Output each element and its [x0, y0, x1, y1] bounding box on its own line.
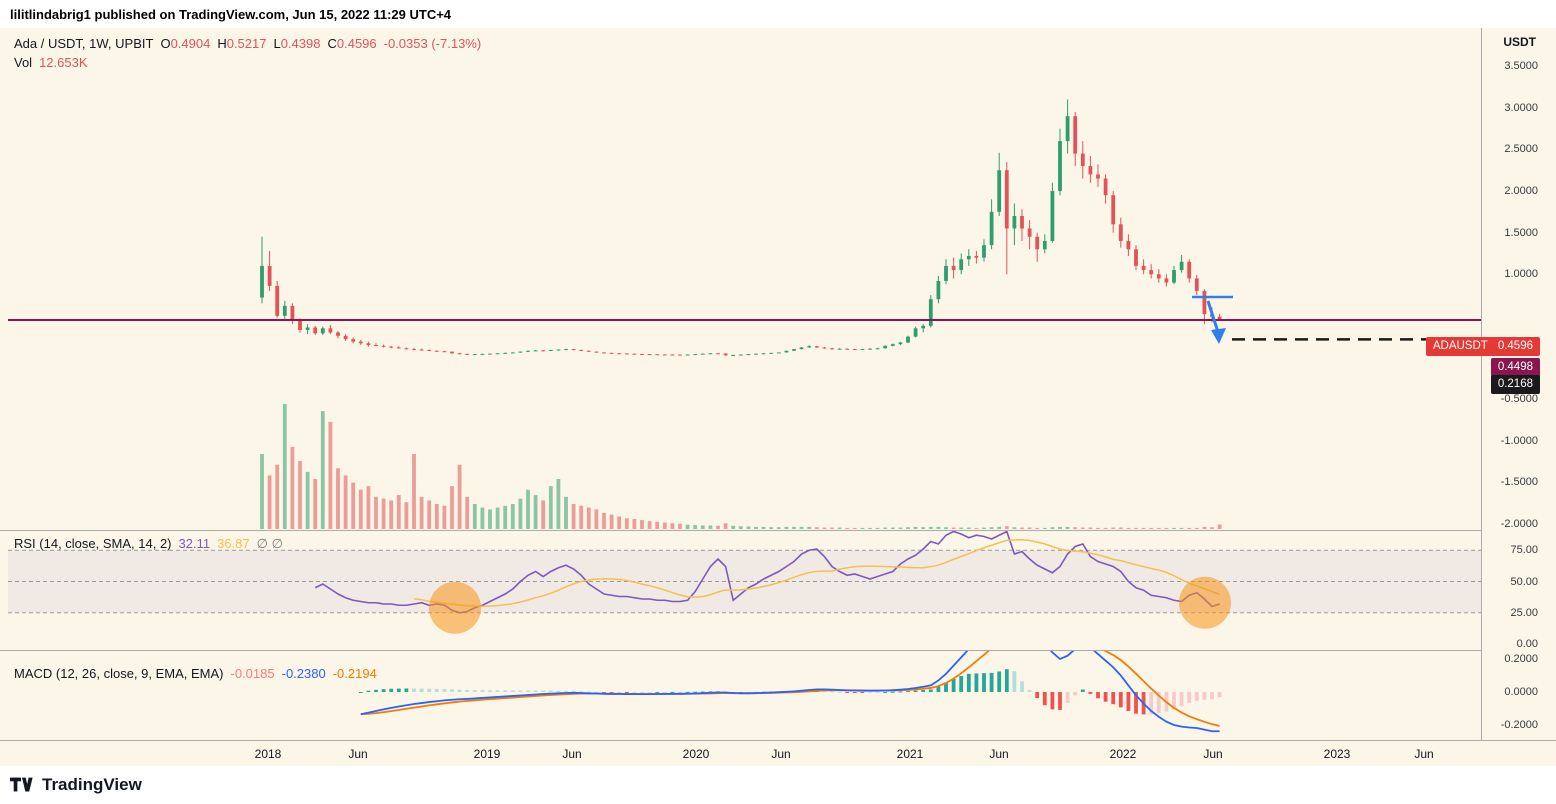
macd-axis-label: 0.2000 — [1504, 653, 1538, 665]
rsi-empty-set-icon: ∅ ∅ — [256, 536, 283, 551]
time-axis-label: Jun — [1203, 747, 1223, 761]
price-axis[interactable]: USDT 3.5000 3.0000 2.5000 2.0000 1.5000 1.000… — [1481, 28, 1556, 740]
price-axis-label: -2.0000 — [1500, 517, 1538, 530]
ohlc-high: H0.5217 — [217, 36, 267, 51]
price-axis-label: -1.5000 — [1500, 476, 1538, 489]
chart-area[interactable]: Ada / USDT, 1W, UPBIT O0.4904 H0.5217 L0… — [0, 28, 1556, 766]
macd-line-value: -0.2380 — [281, 666, 326, 681]
rsi-title[interactable]: RSI (14, close, SMA, 14, 2) — [14, 536, 172, 551]
rsi-axis-label: 50.00 — [1510, 575, 1538, 588]
price-axis-label: 1.0000 — [1504, 268, 1538, 281]
ohlc-open: O0.4904 — [160, 36, 211, 51]
target-price-badge: 0.2168 — [1490, 375, 1540, 394]
pane-separator-macd[interactable] — [0, 650, 1481, 651]
symbol-legend[interactable]: Ada / USDT, 1W, UPBIT O0.4904 H0.5217 L0… — [14, 36, 481, 51]
price-axis-border — [1481, 28, 1482, 740]
macd-axis-label: -0.2000 — [1500, 719, 1538, 731]
change-value: -0.0353 (-7.13%) — [383, 36, 482, 51]
rsi-value: 32.11 — [178, 536, 211, 551]
vol-label: Vol — [14, 55, 33, 70]
macd-title[interactable]: MACD (12, 26, close, 9, EMA, EMA) — [14, 666, 224, 681]
volume-legend[interactable]: Vol 12.653K — [14, 55, 88, 70]
time-axis-label: Jun — [989, 747, 1009, 761]
time-axis-label: 2022 — [1109, 747, 1137, 761]
time-axis-label: Jun — [1414, 747, 1434, 761]
macd-axis-label: 0.0000 — [1504, 686, 1538, 698]
rsi-axis-label: 0.00 — [1516, 638, 1538, 650]
hline-price-badge: 0.4498 — [1490, 358, 1540, 377]
rsi-axis-label: 25.00 — [1510, 606, 1538, 619]
price-chart-canvas[interactable] — [0, 28, 1481, 740]
time-axis-label: Jun — [771, 747, 791, 761]
hline-price-value: 0.4498 — [1497, 361, 1533, 373]
pane-separator-rsi[interactable] — [0, 530, 1481, 531]
time-axis-label: Jun — [562, 747, 582, 761]
publish-bar: lilitlindabrig1 published on TradingView… — [0, 0, 1556, 28]
time-axis[interactable]: 2018 Jun 2019 Jun 2020 Jun 2021 Jun 2022 Jun 2023 J… — [0, 740, 1556, 766]
target-price-value: 0.2168 — [1497, 378, 1533, 390]
axis-currency-label: USDT — [1503, 35, 1536, 49]
price-axis-label: 3.0000 — [1504, 101, 1538, 114]
ohlc-close: C0.4596 — [327, 36, 377, 51]
rsi-legend[interactable]: RSI (14, close, SMA, 14, 2) 32.11 36.87 … — [14, 536, 283, 552]
last-price-badge: ADAUSDT 0.4596 — [1425, 337, 1540, 356]
price-axis-label: 2.5000 — [1504, 143, 1538, 156]
macd-legend[interactable]: MACD (12, 26, close, 9, EMA, EMA) -0.018… — [14, 666, 377, 681]
last-price-symbol: ADAUSDT — [1432, 340, 1488, 352]
footer-bar: TradingView — [0, 766, 1556, 804]
macd-signal-value: -0.2194 — [332, 666, 377, 681]
rsi-axis-label: 75.00 — [1510, 544, 1538, 557]
time-axis-label: 2019 — [473, 747, 501, 761]
rsi-sma-value: 36.87 — [217, 536, 250, 551]
ohlc-low: L0.4398 — [273, 36, 321, 51]
price-axis-label: -1.0000 — [1500, 434, 1538, 447]
time-axis-label: Jun — [348, 747, 368, 761]
price-axis-label: 1.5000 — [1504, 226, 1538, 239]
brand-name[interactable]: TradingView — [42, 775, 142, 794]
price-axis-label: -0.5000 — [1500, 393, 1538, 406]
tradingview-logo[interactable] — [10, 774, 34, 796]
vol-value: 12.653K — [39, 55, 88, 70]
price-axis-label: 3.5000 — [1504, 60, 1538, 73]
time-axis-label: 2018 — [254, 747, 282, 761]
time-axis-label: 2020 — [682, 747, 710, 761]
time-axis-label: 2021 — [896, 747, 924, 761]
price-axis-label: 2.0000 — [1504, 185, 1538, 198]
last-price-value: 0.4596 — [1497, 340, 1533, 352]
macd-hist-value: -0.0185 — [230, 666, 275, 681]
time-axis-label: 2023 — [1323, 747, 1351, 761]
symbol-title[interactable]: Ada / USDT, 1W, UPBIT — [14, 36, 154, 51]
publish-info: lilitlindabrig1 published on TradingView… — [10, 6, 452, 22]
